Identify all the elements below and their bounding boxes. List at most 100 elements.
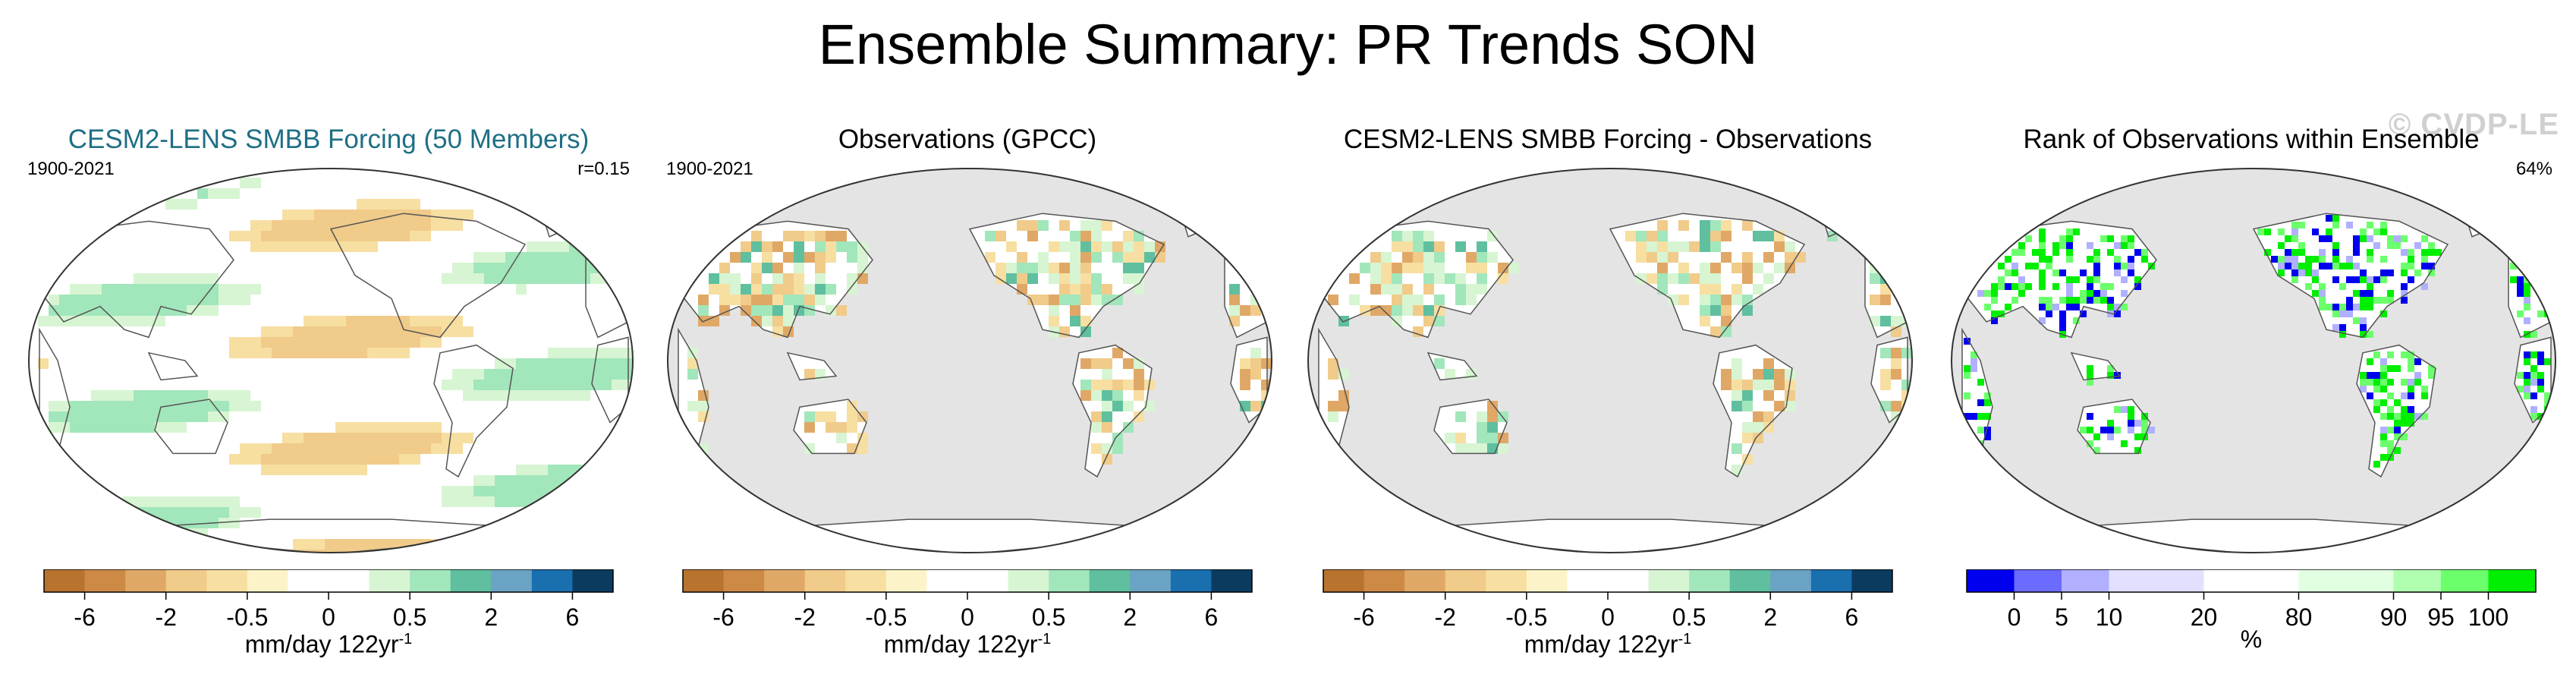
colorbar-swatch [1810, 569, 1852, 592]
field-cell [1017, 273, 1027, 284]
field-cell [1229, 284, 1240, 295]
field-cell [240, 284, 250, 295]
field-cell [2353, 263, 2360, 269]
colorbar-tick-label: 90 [2380, 603, 2408, 630]
field-cell [2530, 331, 2537, 338]
field-cell [1381, 252, 1392, 263]
field-cell [1710, 326, 1721, 337]
field-cell [698, 295, 709, 305]
field-cell [826, 284, 836, 295]
field-cell [2332, 276, 2339, 283]
field-cell [741, 295, 751, 305]
field-cell [1423, 231, 1434, 241]
field-cell [1647, 231, 1657, 241]
field-cell [1487, 422, 1498, 433]
field-cell [1059, 295, 1070, 305]
field-cell [1678, 220, 1689, 231]
field-cell [2093, 249, 2100, 256]
field-cell [1678, 273, 1689, 284]
field-cell [250, 443, 261, 454]
field-cell [484, 369, 495, 380]
field-cell [1080, 316, 1091, 326]
coastline [2070, 351, 2122, 381]
field-cell [1984, 413, 1991, 420]
field-cell [2080, 297, 2087, 304]
field-cell [1392, 263, 1402, 273]
colorbar-unit-exponent: -1 [1678, 631, 1692, 648]
field-cell [2387, 365, 2394, 372]
field-cell [1657, 273, 1668, 284]
colorbar-tick-label: -0.5 [226, 603, 268, 630]
field-cell [346, 422, 357, 433]
field-cell [1434, 358, 1445, 369]
field-cell [495, 380, 505, 390]
field-cell [2339, 283, 2346, 290]
field-cell [2052, 249, 2059, 256]
field-cell [367, 210, 378, 220]
field-cell [2360, 372, 2367, 379]
field-cell [2264, 249, 2271, 256]
field-cell [1123, 252, 1134, 263]
field-cell [548, 273, 558, 284]
field-cell [2059, 269, 2066, 276]
field-cell [165, 295, 176, 305]
field-cell [1123, 263, 1134, 273]
field-cell [1721, 380, 1731, 390]
field-cell [2353, 249, 2360, 256]
field-cell [304, 539, 314, 550]
field-cell [1080, 263, 1091, 273]
field-cell [1466, 252, 1477, 263]
field-cell [2387, 440, 2394, 447]
field-cell [1763, 273, 1774, 284]
field-cell [1753, 284, 1763, 295]
field-cell [229, 231, 240, 241]
field-cell [548, 358, 558, 369]
coastline [1318, 220, 1514, 339]
field-cell [388, 433, 399, 443]
field-cell [794, 273, 804, 284]
field-cell [2271, 256, 2278, 263]
field-cell [2326, 304, 2332, 310]
field-cell [2346, 310, 2353, 317]
field-cell [569, 380, 580, 390]
field-cell [1700, 220, 1710, 231]
colorbar-swatch [1170, 569, 1212, 592]
field-cell [473, 380, 484, 390]
field-cell [751, 263, 762, 273]
colorbar-swatch [1404, 569, 1446, 592]
field-cell [2408, 263, 2414, 269]
field-cell [857, 252, 868, 263]
field-cell [2524, 351, 2530, 358]
field-cell [1977, 399, 1984, 406]
field-cell [1689, 241, 1700, 252]
field-cell [2087, 427, 2093, 433]
field-cell [1349, 273, 1360, 284]
field-cell [2032, 249, 2039, 256]
field-cell [1731, 390, 1742, 401]
field-cell [1901, 348, 1912, 358]
field-cell [134, 422, 144, 433]
colorbar-swatch [1211, 569, 1253, 592]
field-cell [1027, 295, 1038, 305]
field-cell [134, 496, 144, 507]
field-cell [123, 390, 134, 401]
field-cell [1710, 273, 1721, 284]
field-cell [452, 369, 463, 380]
field-cell [325, 241, 335, 252]
field-cell [1721, 220, 1731, 231]
field-cell [1434, 295, 1445, 305]
field-cell [463, 486, 473, 496]
field-cell [112, 401, 123, 411]
field-cell [2380, 427, 2387, 433]
field-cell [357, 241, 367, 252]
panel-stat: 64% [2515, 159, 2552, 179]
field-cell [282, 241, 293, 252]
field-cell [516, 496, 527, 507]
field-cell [187, 295, 197, 305]
field-cell [2046, 263, 2052, 269]
field-cell [1423, 241, 1434, 252]
field-cell [2005, 256, 2011, 263]
field-cell [2530, 372, 2537, 379]
field-cell [49, 316, 59, 326]
colorbar-tick-label: 0.5 [393, 603, 426, 630]
